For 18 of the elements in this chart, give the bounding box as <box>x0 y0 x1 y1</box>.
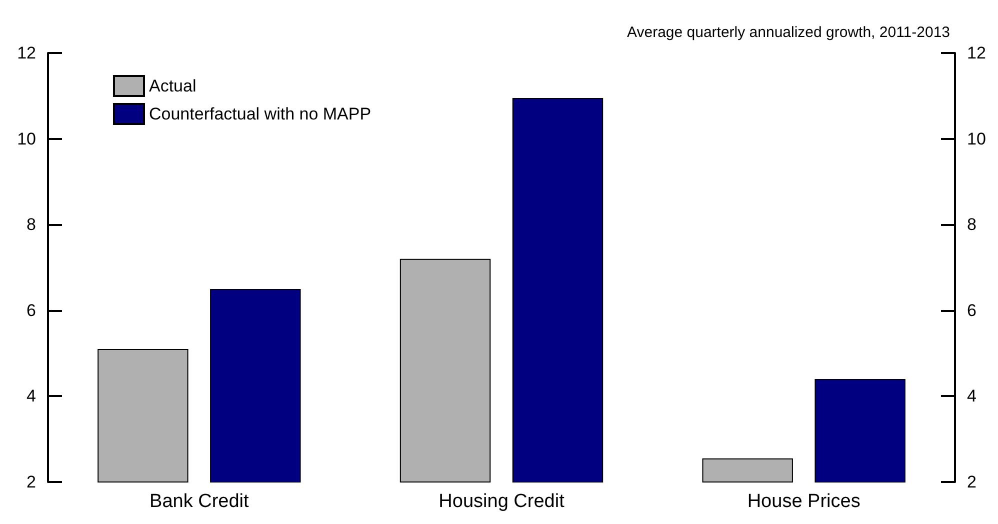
y2-tick-label: 12 <box>967 44 986 62</box>
chart-subtitle: Average quarterly annualized growth, 2011-2013 <box>627 24 950 41</box>
y-tick-label: 12 <box>17 44 36 62</box>
x-tick-label: Bank Credit <box>150 491 250 512</box>
y2-tick-label: 6 <box>967 300 976 320</box>
x-tick-label: Housing Credit <box>438 491 566 512</box>
x-tick-label: House Prices <box>747 491 860 512</box>
legend-label: Actual <box>149 76 196 96</box>
y-tick-label: 6 <box>26 300 36 320</box>
y2-tick-label: 10 <box>967 129 986 148</box>
y-tick-label: 2 <box>26 472 36 492</box>
y-tick-label: 8 <box>26 215 36 234</box>
y-tick-label: 10 <box>17 129 36 148</box>
y2-tick-label: 8 <box>967 215 976 234</box>
legend-label: Counterfactual with no MAPP <box>149 104 372 124</box>
y2-tick-label: 4 <box>967 386 976 406</box>
y2-tick-label: 2 <box>967 472 976 492</box>
y-tick-label: 4 <box>26 386 36 406</box>
